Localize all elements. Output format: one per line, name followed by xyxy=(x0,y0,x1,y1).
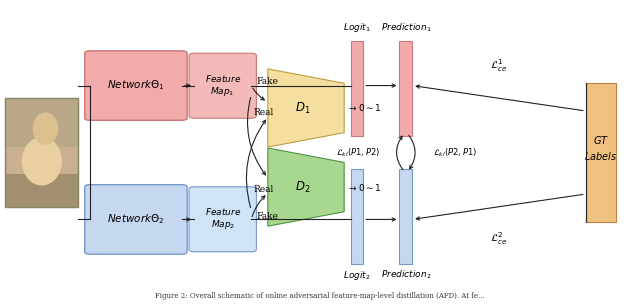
FancyBboxPatch shape xyxy=(5,98,78,207)
Ellipse shape xyxy=(33,113,58,145)
FancyBboxPatch shape xyxy=(351,41,364,136)
Text: $Labels$: $Labels$ xyxy=(584,149,618,162)
Text: $Map_2$: $Map_2$ xyxy=(211,218,235,231)
Text: Real: Real xyxy=(254,108,274,117)
Ellipse shape xyxy=(22,137,62,185)
Text: $Network\Theta_1$: $Network\Theta_1$ xyxy=(107,79,164,92)
Text: $Prediction_1$: $Prediction_1$ xyxy=(381,21,431,34)
Text: $Prediction_2$: $Prediction_2$ xyxy=(381,269,431,282)
FancyBboxPatch shape xyxy=(5,174,78,207)
Text: $Logit_2$: $Logit_2$ xyxy=(343,269,371,282)
Text: Figure 2: Overall schematic of online adversarial feature-map-level distillation: Figure 2: Overall schematic of online ad… xyxy=(155,292,485,300)
Text: $\mathcal{L}^2_{ce}$: $\mathcal{L}^2_{ce}$ xyxy=(490,231,508,247)
Text: $Logit_1$: $Logit_1$ xyxy=(343,21,371,34)
Text: Real: Real xyxy=(254,185,274,194)
Text: $\rightarrow 0\sim 1$: $\rightarrow 0\sim 1$ xyxy=(348,102,382,113)
FancyBboxPatch shape xyxy=(84,185,187,254)
Text: Fake: Fake xyxy=(256,212,278,221)
Text: $Network\Theta_2$: $Network\Theta_2$ xyxy=(108,213,164,226)
FancyBboxPatch shape xyxy=(189,53,257,118)
Text: $\mathcal{L}_{kl}(P2, P1)$: $\mathcal{L}_{kl}(P2, P1)$ xyxy=(433,146,477,159)
Text: $Map_1$: $Map_1$ xyxy=(211,84,235,98)
FancyBboxPatch shape xyxy=(351,169,364,264)
Text: $D_1$: $D_1$ xyxy=(295,100,310,116)
Text: $Feature$: $Feature$ xyxy=(205,73,241,84)
Text: $GT$: $GT$ xyxy=(593,135,609,146)
FancyBboxPatch shape xyxy=(586,83,616,222)
FancyBboxPatch shape xyxy=(189,187,257,252)
FancyBboxPatch shape xyxy=(84,51,187,120)
Text: $\rightarrow 0\sim 1$: $\rightarrow 0\sim 1$ xyxy=(348,181,382,192)
FancyBboxPatch shape xyxy=(5,98,78,147)
FancyBboxPatch shape xyxy=(399,41,412,136)
Text: $\mathcal{L}^1_{ce}$: $\mathcal{L}^1_{ce}$ xyxy=(490,58,508,74)
Text: $\mathcal{L}_{kl}(P1, P2)$: $\mathcal{L}_{kl}(P1, P2)$ xyxy=(336,146,380,159)
FancyBboxPatch shape xyxy=(399,169,412,264)
Text: $Feature$: $Feature$ xyxy=(205,206,241,217)
Polygon shape xyxy=(268,69,344,147)
Polygon shape xyxy=(268,148,344,226)
Text: $D_2$: $D_2$ xyxy=(295,180,310,195)
Text: Fake: Fake xyxy=(256,77,278,86)
